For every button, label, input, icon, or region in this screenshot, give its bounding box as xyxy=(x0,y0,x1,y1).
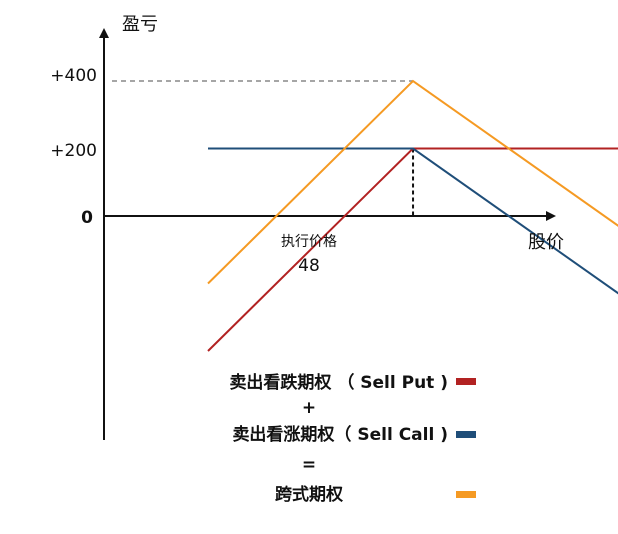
y-axis-title: 盈亏 xyxy=(122,14,158,35)
y-tick-label-400: +400 xyxy=(50,66,97,86)
y-tick-label-200: +200 xyxy=(50,141,97,161)
legend-equals: = xyxy=(302,455,316,475)
legend-label-sell-call: 卖出看涨期权（ Sell Call ) xyxy=(232,424,448,445)
legend-label-sell-put: 卖出看跌期权 （ Sell Put ) xyxy=(229,372,448,393)
series-line-sell-call xyxy=(208,147,618,295)
series-group xyxy=(207,79,618,352)
legend-label-straddle: 跨式期权 xyxy=(275,484,344,505)
strike-price-value: 48 xyxy=(298,256,320,276)
y-tick-label-0: 0 xyxy=(81,208,93,228)
strike-price-label: 执行价格 xyxy=(281,234,337,250)
legend-plus: + xyxy=(302,398,316,418)
x-axis-title: 股价 xyxy=(528,232,564,253)
legend-swatch-straddle xyxy=(456,491,476,498)
series-line-straddle xyxy=(207,79,618,285)
legend-swatch-sell-put xyxy=(456,378,476,385)
legend-swatch-sell-call xyxy=(456,431,476,438)
